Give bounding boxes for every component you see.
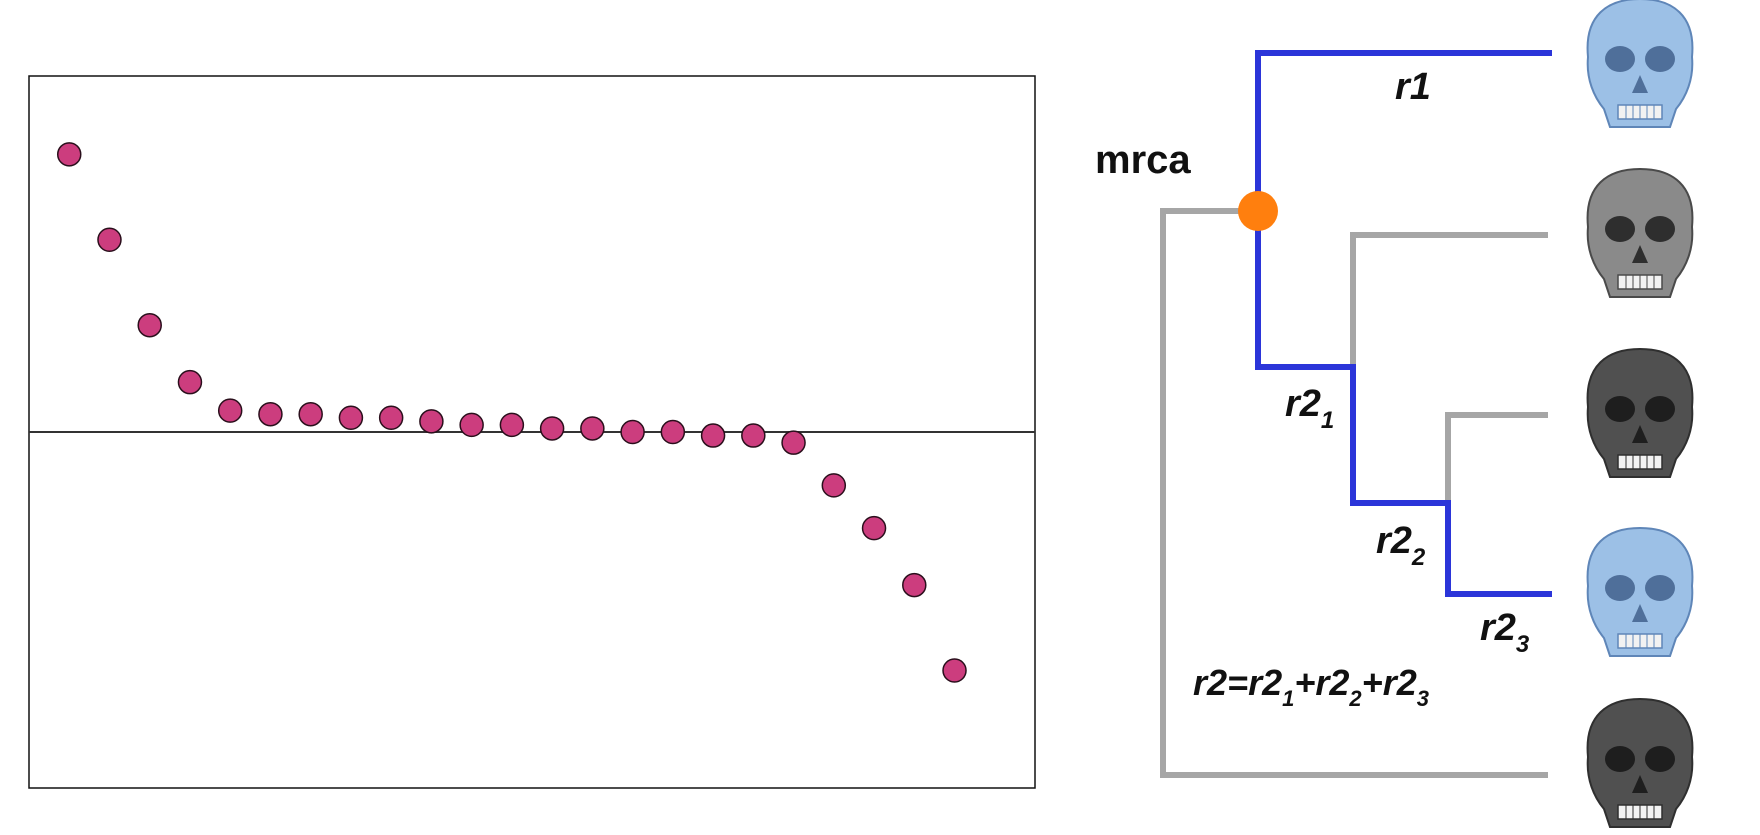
data-point <box>217 398 243 423</box>
r1-label: r1 <box>1395 66 1431 108</box>
data-point <box>499 412 525 438</box>
data-point <box>258 401 283 427</box>
phylogenetic-tree <box>1160 50 1552 778</box>
branch-tip-3 <box>1445 412 1548 503</box>
skull-blue-icon <box>1586 0 1694 128</box>
skull-dark-icon <box>1586 697 1694 828</box>
r2-3-label: r23 <box>1480 607 1530 658</box>
data-point <box>821 473 847 498</box>
scatter-chart <box>28 75 1036 789</box>
taxa-skulls <box>1586 0 1694 828</box>
mrca-node <box>1238 191 1278 231</box>
data-point <box>741 423 766 448</box>
root-branch <box>1160 208 1548 778</box>
data-point <box>942 658 967 683</box>
data-point <box>902 572 927 598</box>
skull-gray-icon <box>1586 167 1694 298</box>
r2-2-label: r22 <box>1376 520 1426 571</box>
skull-blue-icon <box>1586 526 1694 657</box>
data-point <box>97 227 122 253</box>
data-point <box>338 405 364 431</box>
data-point <box>298 401 323 427</box>
data-point <box>660 419 686 445</box>
branch-r2-path <box>1255 211 1552 597</box>
data-point <box>539 416 565 441</box>
data-point <box>620 419 645 445</box>
formula-label: r2=r21+r22+r23 <box>1193 662 1429 711</box>
data-point <box>419 409 444 434</box>
data-point <box>137 312 162 338</box>
branch-tip-2 <box>1350 232 1548 367</box>
data-point <box>580 416 605 441</box>
data-point <box>781 430 806 455</box>
data-point <box>459 412 484 438</box>
data-point <box>378 405 404 431</box>
mrca-label: mrca <box>1095 138 1191 182</box>
skull-dark-icon <box>1586 347 1694 478</box>
branch-r1 <box>1255 50 1552 211</box>
data-points <box>56 142 967 683</box>
data-point <box>700 423 726 448</box>
data-point <box>56 142 82 167</box>
data-point <box>861 515 887 541</box>
r2-1-label: r21 <box>1285 383 1334 434</box>
data-point <box>177 369 203 395</box>
